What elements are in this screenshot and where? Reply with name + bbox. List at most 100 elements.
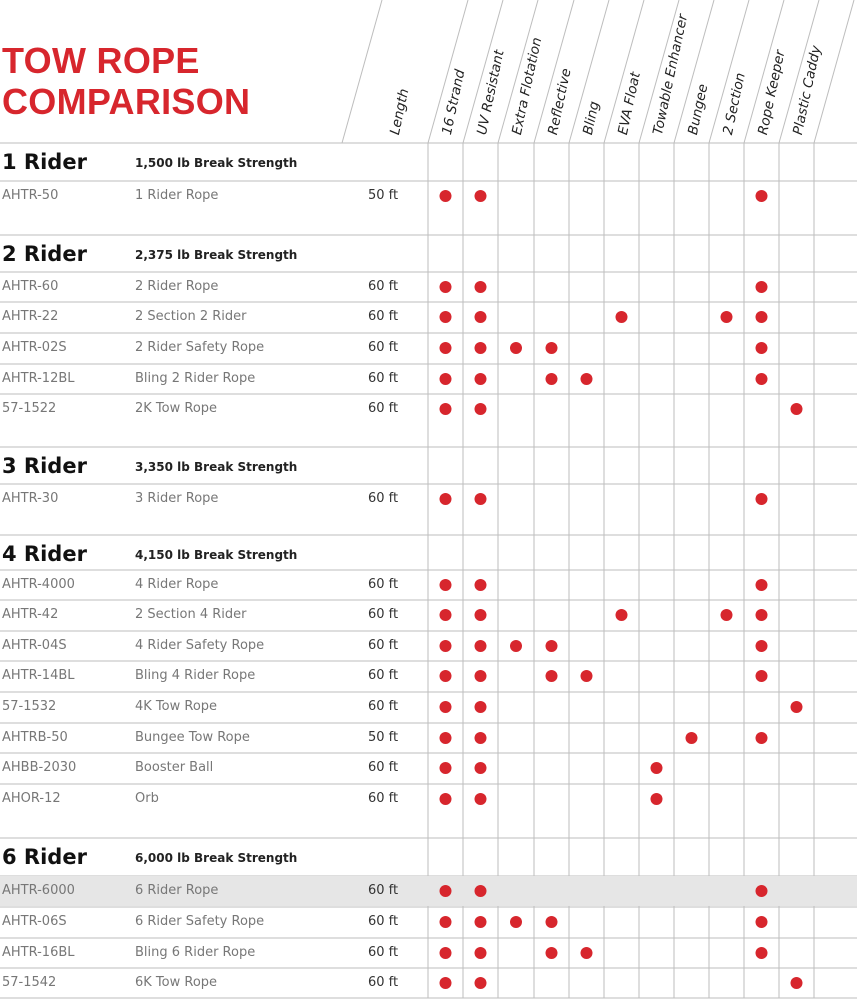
table-row: AHTR-4000 4 Rider Rope 60 ft (0, 570, 857, 600)
header-divider (568, 0, 610, 144)
feature-dot (474, 916, 487, 928)
feature-dot (474, 670, 487, 682)
break-strength: 4,150 lb Break Strength (135, 548, 298, 562)
feature-dot (755, 190, 768, 202)
product-name: 2 Section 2 Rider (135, 309, 247, 324)
title-line-1: TOW ROPE (2, 40, 200, 81)
header-divider (673, 0, 715, 144)
product-name: 6K Tow Rope (135, 975, 218, 990)
model-number: 57-1522 (2, 401, 57, 416)
product-name: 2K Tow Rope (135, 401, 218, 416)
table-row: AHBB-2030 Booster Ball 60 ft (0, 753, 857, 783)
table-row: AHTR-60 2 Rider Rope 60 ft (0, 272, 857, 302)
header-divider (778, 0, 820, 144)
rope-length: 60 ft (368, 975, 399, 990)
feature-dot (439, 947, 452, 959)
title-line-2: COMPARISON (2, 81, 251, 122)
rope-length: 60 ft (368, 279, 399, 294)
rope-length: 60 ft (368, 577, 399, 592)
feature-dot (755, 609, 768, 621)
table-row: AHTR-30 3 Rider Rope 60 ft (0, 484, 857, 514)
model-number: AHTR-60 (2, 279, 59, 294)
feature-dot (439, 609, 452, 621)
feature-dot (474, 311, 487, 323)
rope-length: 60 ft (368, 401, 399, 416)
feature-dot (474, 342, 487, 354)
feature-dot (474, 885, 487, 897)
feature-dot (439, 670, 452, 682)
feature-dot (439, 373, 452, 385)
table-row: 57-1532 4K Tow Rope 60 ft (0, 692, 857, 722)
header-divider (533, 0, 575, 144)
feature-dot (650, 762, 663, 774)
table-row: AHTR-06S 6 Rider Safety Rope 60 ft (0, 907, 857, 937)
feature-dot (650, 793, 663, 805)
feature-dot (720, 311, 733, 323)
rope-length: 60 ft (368, 371, 399, 386)
rope-length: 60 ft (368, 638, 399, 653)
feature-dot (439, 190, 452, 202)
feature-dot (439, 579, 452, 591)
feature-dot (545, 670, 558, 682)
model-number: AHTR-04S (2, 638, 67, 653)
table-row: AHTR-6000 6 Rider Rope 60 ft (0, 876, 857, 906)
product-name: Bling 4 Rider Rope (135, 668, 256, 683)
feature-dot (439, 342, 452, 354)
product-name: 6 Rider Safety Rope (135, 914, 265, 929)
model-number: AHTRB-50 (2, 730, 68, 745)
feature-dot (755, 311, 768, 323)
header-divider (638, 0, 680, 144)
page-title: TOW ROPE COMPARISON (2, 40, 250, 122)
break-strength: 6,000 lb Break Strength (135, 851, 298, 865)
table-row: AHTR-04S 4 Rider Safety Rope 60 ft (0, 631, 857, 661)
feature-dot (474, 579, 487, 591)
product-name: Bling 6 Rider Rope (135, 945, 256, 960)
feature-dot (755, 579, 768, 591)
feature-dot (545, 640, 558, 652)
header-divider (743, 0, 785, 144)
rope-length: 60 ft (368, 791, 399, 806)
table-row: AHTR-16BL Bling 6 Rider Rope 60 ft (0, 938, 857, 968)
feature-dot (474, 977, 487, 989)
header-divider (813, 0, 855, 144)
feature-dot (474, 793, 487, 805)
product-name: Orb (135, 791, 159, 806)
group-header: 6 Rider 6,000 lb Break Strength (0, 843, 857, 873)
model-number: 57-1542 (2, 975, 57, 990)
feature-dot (439, 793, 452, 805)
feature-dot (439, 916, 452, 928)
model-number: AHTR-02S (2, 340, 67, 355)
table-row: AHTR-50 1 Rider Rope 50 ft (0, 181, 857, 211)
model-number: AHTR-4000 (2, 577, 75, 592)
feature-dot (439, 701, 452, 713)
break-strength: 2,375 lb Break Strength (135, 248, 298, 262)
feature-dot (439, 311, 452, 323)
feature-dot (474, 493, 487, 505)
feature-dot (545, 342, 558, 354)
rope-length: 60 ft (368, 914, 399, 929)
feature-dot (755, 640, 768, 652)
feature-dot (474, 373, 487, 385)
product-name: 4 Rider Rope (135, 577, 219, 592)
table-row: AHTR-02S 2 Rider Safety Rope 60 ft (0, 333, 857, 363)
feature-dot (615, 609, 628, 621)
product-name: 2 Rider Rope (135, 279, 219, 294)
group-name: 1 Rider (2, 150, 87, 174)
feature-dot (474, 640, 487, 652)
break-strength: 1,500 lb Break Strength (135, 156, 298, 170)
feature-dot (439, 281, 452, 293)
product-name: Booster Ball (135, 760, 214, 775)
table-row: 57-1542 6K Tow Rope 60 ft (0, 968, 857, 998)
group-header: 4 Rider 4,150 lb Break Strength (0, 540, 857, 570)
group-header: 1 Rider 1,500 lb Break Strength (0, 148, 857, 178)
model-number: AHBB-2030 (2, 760, 77, 775)
table-row: AHTR-42 2 Section 4 Rider 60 ft (0, 600, 857, 630)
feature-dot (439, 977, 452, 989)
rope-length: 60 ft (368, 668, 399, 683)
product-name: 2 Section 4 Rider (135, 607, 247, 622)
feature-dot (510, 916, 522, 928)
feature-dot (510, 342, 522, 354)
rope-length: 60 ft (368, 491, 399, 506)
